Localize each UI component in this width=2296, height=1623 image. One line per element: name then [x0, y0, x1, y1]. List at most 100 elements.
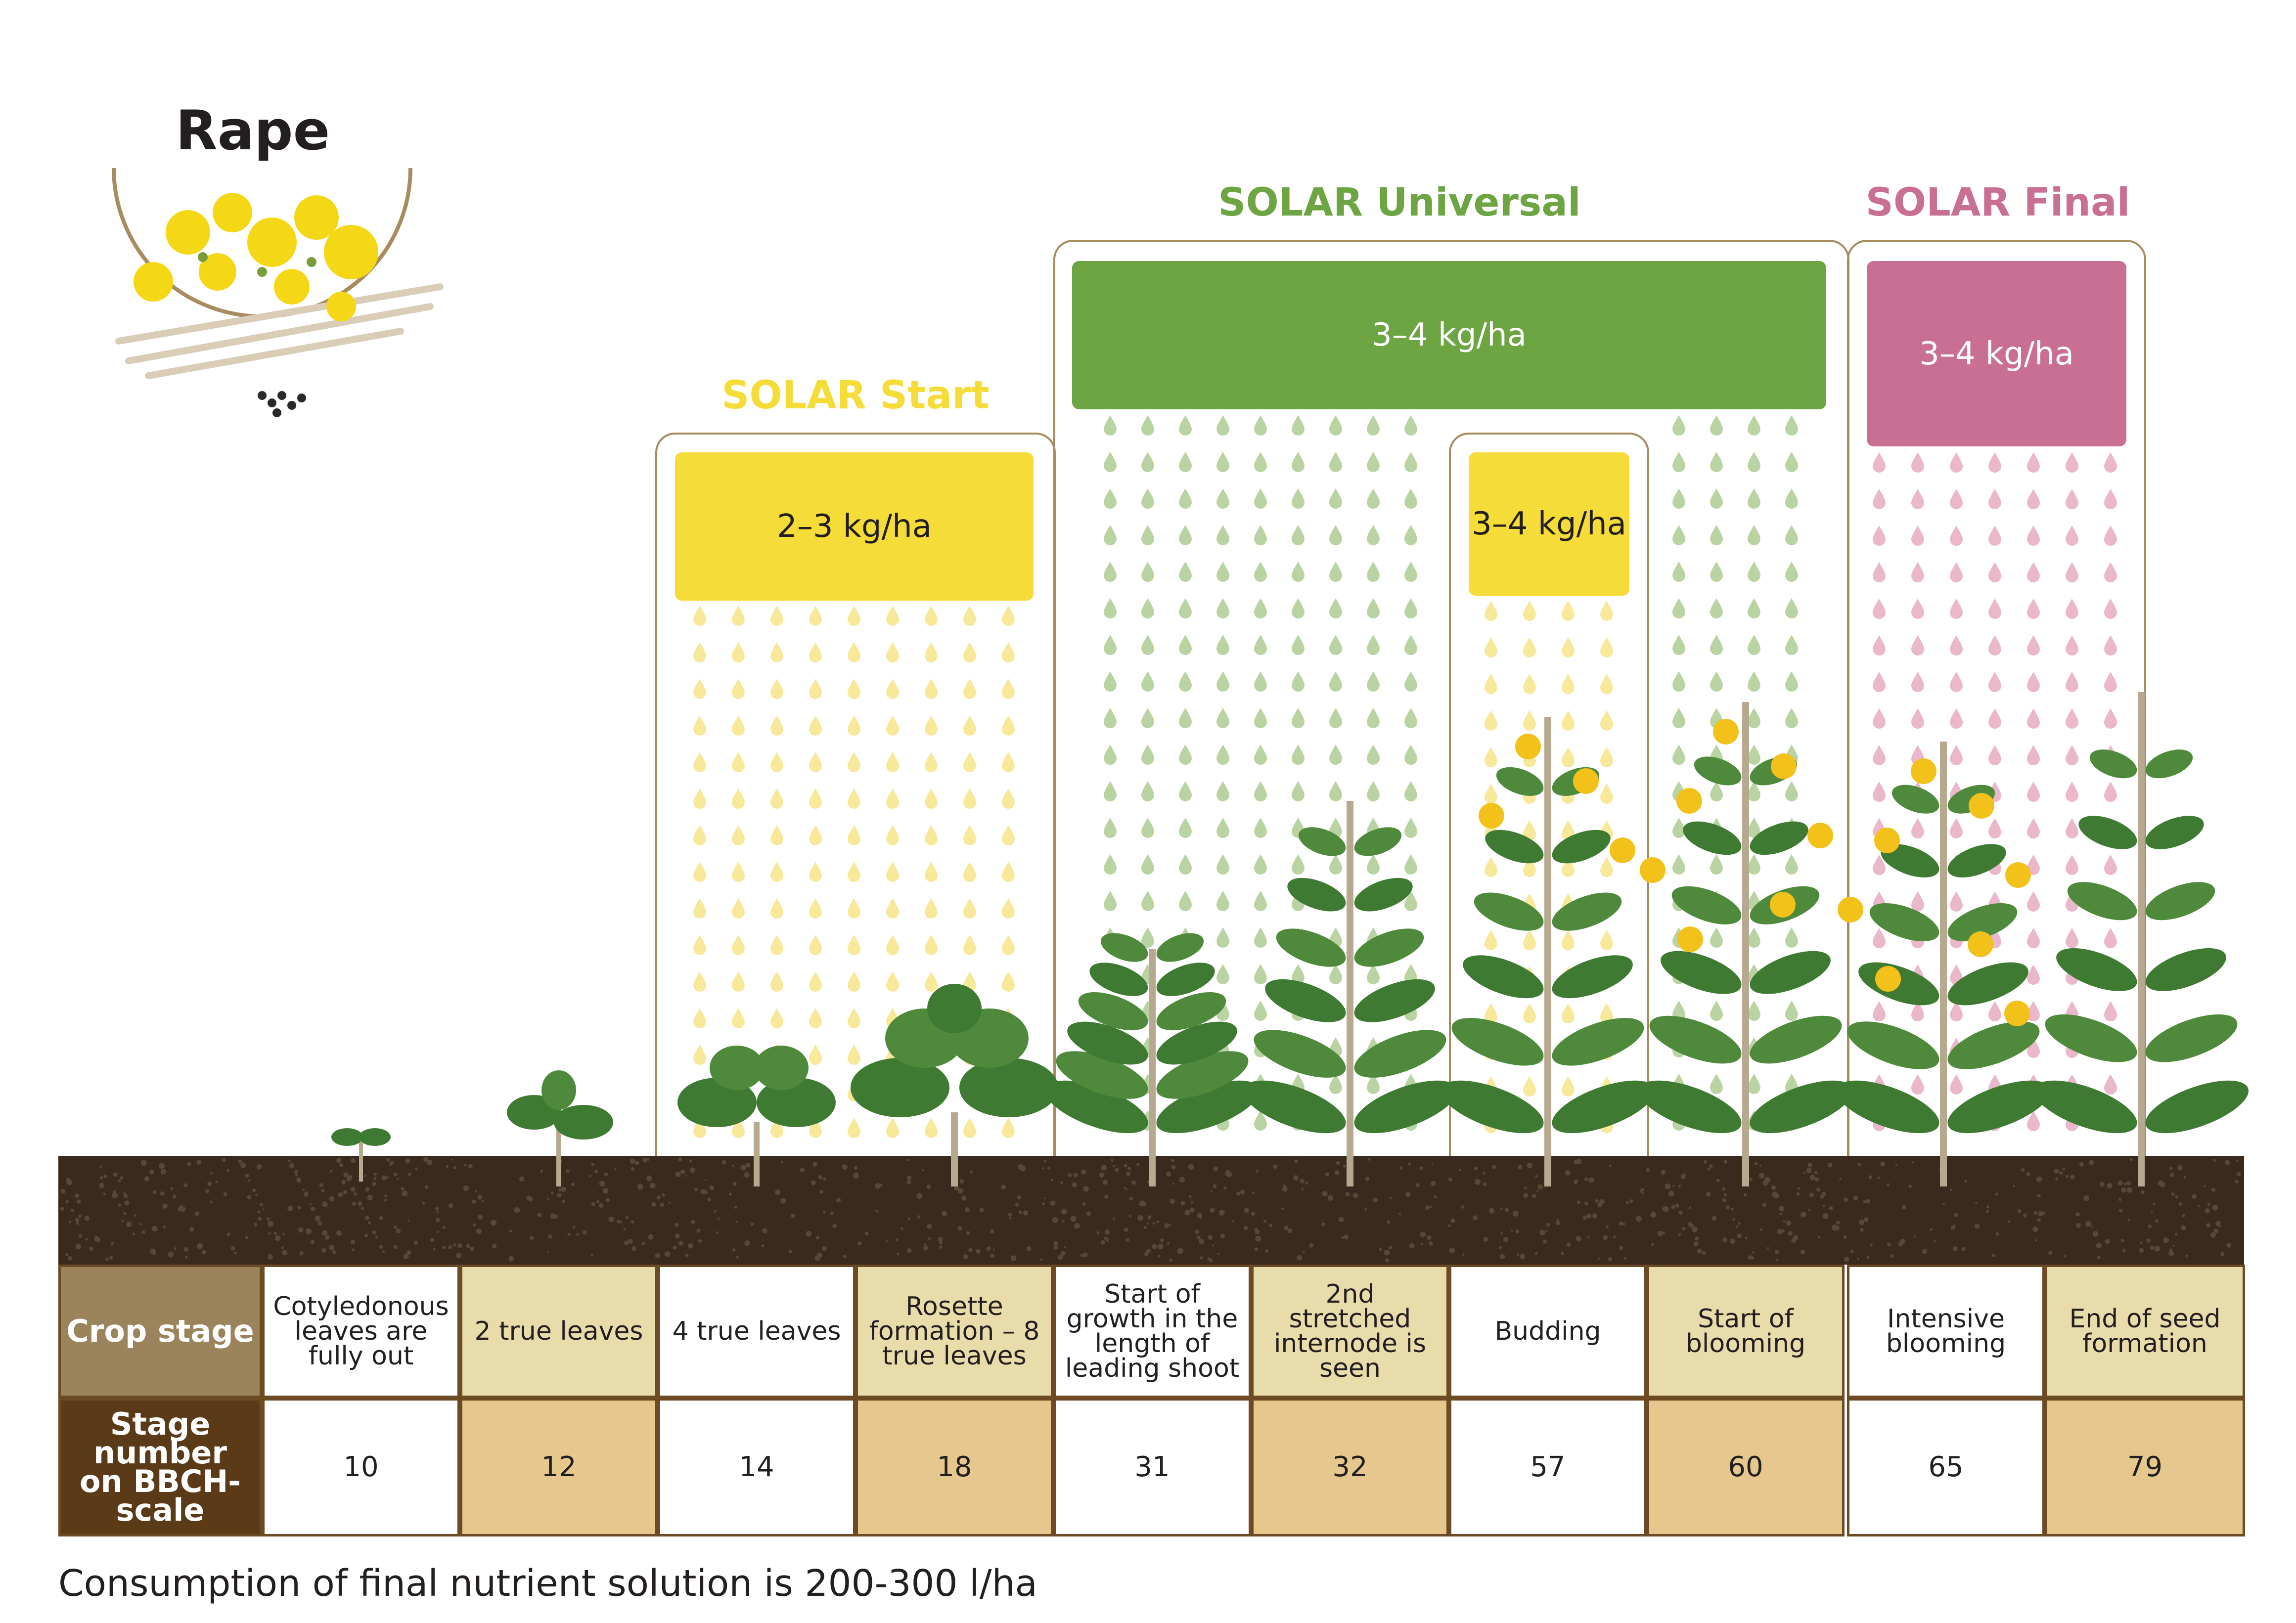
droplet-icon	[1292, 488, 1305, 509]
plant-stage-14-icon	[677, 1046, 836, 1186]
droplet-icon	[809, 642, 822, 662]
droplet-icon	[732, 935, 745, 955]
crop-stage-cell: Cotyledonous leaves are fully out	[262, 1265, 460, 1398]
droplet-icon	[1562, 930, 1575, 950]
droplet-icon	[1141, 562, 1154, 582]
droplet-icon	[1254, 818, 1267, 838]
droplet-icon	[693, 1045, 706, 1065]
droplet-icon	[1873, 708, 1886, 729]
droplet-icon	[1404, 452, 1417, 472]
droplet-icon	[693, 935, 706, 955]
droplet-icon	[1179, 488, 1192, 509]
plant-stage-icon	[1440, 717, 1656, 1186]
droplet-icon	[963, 642, 976, 662]
droplet-icon	[1988, 452, 2001, 473]
droplet-icon	[1002, 935, 1015, 955]
droplet-icon	[1179, 745, 1192, 765]
droplet-icon	[2066, 489, 2078, 509]
droplet-icon	[1950, 1074, 1963, 1095]
crop-title: Rape	[176, 99, 330, 162]
droplet-icon	[886, 679, 899, 699]
droplet-icon	[963, 898, 976, 919]
droplet-icon	[1710, 488, 1723, 509]
droplet-icon	[693, 789, 706, 809]
droplet-icon	[1329, 525, 1342, 545]
droplet-icon	[1367, 671, 1380, 692]
droplet-icon	[1216, 781, 1229, 801]
droplet-icon	[1179, 415, 1192, 436]
droplet-icon	[925, 825, 938, 845]
droplet-icon	[1404, 415, 1417, 436]
droplet-icon	[1748, 927, 1760, 948]
droplet-icon	[1104, 415, 1117, 436]
droplet-icon	[1216, 415, 1229, 436]
droplet-icon	[2066, 562, 2078, 582]
droplet-icon	[1104, 781, 1117, 801]
droplet-icon	[848, 789, 860, 809]
droplet-icon	[848, 715, 860, 736]
droplet-icon	[1254, 708, 1267, 728]
droplet-icon	[1950, 818, 1963, 838]
droplet-icon	[1988, 526, 2001, 546]
droplet-icon	[2104, 672, 2117, 692]
droplet-icon	[1404, 598, 1417, 618]
droplet-icon	[886, 971, 899, 992]
droplet-icon	[1141, 781, 1154, 801]
product-title-final: SOLAR Final	[1865, 180, 2130, 225]
droplet-icon	[1748, 671, 1760, 692]
droplet-icon	[925, 642, 938, 662]
plant-stage-icon	[1638, 702, 1853, 1186]
droplet-icon	[809, 752, 822, 772]
droplet-icon	[1179, 598, 1192, 618]
droplet-icon	[1672, 598, 1685, 618]
droplet-icon	[925, 679, 938, 699]
droplet-icon	[693, 715, 706, 736]
droplet-icon	[693, 862, 706, 882]
droplet-icon	[1873, 782, 1886, 802]
droplet-icon	[1523, 930, 1536, 950]
droplet-icon	[1141, 891, 1154, 911]
droplet-icon	[1988, 635, 2001, 656]
droplet-icon	[1600, 674, 1613, 694]
droplet-icon	[1523, 710, 1536, 731]
droplet-icon	[1988, 599, 2001, 619]
droplet-icon	[770, 935, 783, 955]
droplet-icon	[1002, 606, 1015, 626]
droplet-icon	[1988, 818, 2001, 838]
droplet-icon	[1179, 525, 1192, 545]
droplet-icon	[809, 1008, 822, 1028]
droplet-icon	[1404, 562, 1417, 582]
droplet-icon	[1562, 674, 1575, 694]
droplet-icon	[1748, 525, 1760, 545]
droplet-icon	[1785, 671, 1798, 692]
droplet-icon	[1404, 745, 1417, 765]
droplet-icon	[1785, 415, 1798, 436]
droplet-icon	[1785, 708, 1798, 728]
droplet-icon	[1873, 1001, 1886, 1021]
droplet-icon	[2104, 562, 2117, 582]
droplet-icon	[1748, 452, 1760, 472]
rate-box-budding: 3–4 kg/ha	[1469, 452, 1629, 596]
droplet-icon	[1254, 488, 1267, 509]
droplet-icon	[1562, 1003, 1575, 1023]
droplet-icon	[2066, 452, 2078, 473]
droplet-icon	[1254, 562, 1267, 582]
droplet-icon	[809, 898, 822, 919]
droplet-icon	[1002, 898, 1015, 919]
droplet-icon	[1873, 745, 1886, 765]
droplet-icon	[2104, 599, 2117, 619]
droplet-icon	[1254, 598, 1267, 618]
droplet-icon	[1911, 599, 1924, 619]
droplet-icon	[693, 642, 706, 662]
droplet-icon	[848, 642, 860, 662]
droplet-icon	[1104, 525, 1117, 545]
bbch-cell: 60	[1647, 1398, 1845, 1536]
droplet-icon	[1216, 891, 1229, 911]
droplet-icon	[848, 898, 860, 919]
droplet-icon	[886, 642, 899, 662]
droplet-icon	[1672, 562, 1685, 582]
droplet-icon	[1254, 452, 1267, 472]
droplet-icon	[1002, 1118, 1015, 1138]
droplet-icon	[1254, 415, 1267, 436]
droplet-icon	[925, 862, 938, 882]
